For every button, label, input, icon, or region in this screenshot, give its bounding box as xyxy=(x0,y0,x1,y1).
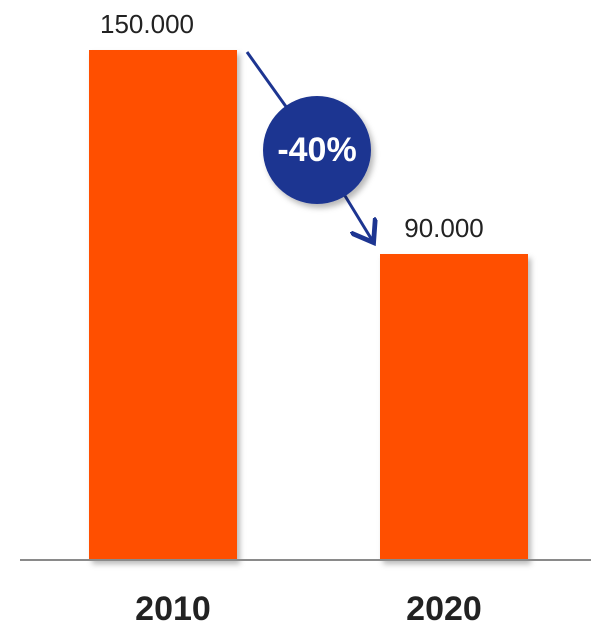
x-tick-label-2020: 2020 xyxy=(406,590,482,626)
bar-2010 xyxy=(89,50,237,560)
x-tick-label-2010: 2010 xyxy=(135,590,211,626)
labels-group: 150.000 2010 90.000 2020 xyxy=(100,9,484,626)
bar-2020 xyxy=(380,254,528,560)
value-label-2010: 150.000 xyxy=(100,9,194,39)
change-annotation: -40% xyxy=(245,51,372,240)
change-percent-label: -40% xyxy=(277,131,356,169)
bars-group xyxy=(89,50,528,560)
value-label-2020: 90.000 xyxy=(404,213,484,243)
change-badge xyxy=(263,96,371,204)
